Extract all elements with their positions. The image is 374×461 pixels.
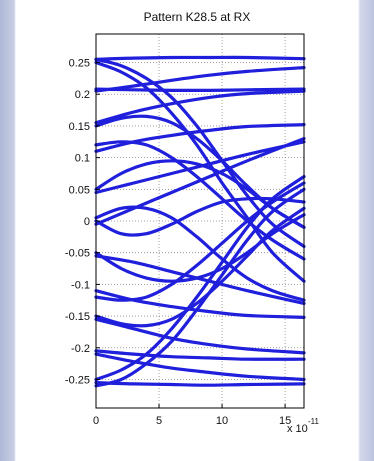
series-line-2	[94, 66, 306, 93]
series-line-4	[94, 57, 306, 248]
series-line-12	[94, 137, 306, 226]
x-tick-label: 15	[279, 415, 291, 427]
y-tick-label: -0.15	[65, 311, 90, 323]
y-tick-label: 0	[84, 216, 90, 228]
series-line-22	[94, 317, 306, 355]
y-tick-label: -0.25	[65, 374, 90, 386]
y-tick-label: 0.25	[69, 58, 90, 70]
x-tick-label: 10	[216, 415, 228, 427]
y-tick-label: 0.1	[75, 153, 90, 165]
chart-title: Pattern K28.5 at RX	[144, 10, 251, 24]
series-line-20	[94, 175, 306, 382]
axis-ticks: 0 5 10 15 0.25 0.2 0.15 0.1 0.05 0 -0.05 -0.1 -0.15 -…	[65, 58, 291, 427]
series-line-23	[94, 349, 306, 361]
x-multiplier-exponent: -11	[308, 417, 320, 426]
series-line-21	[94, 187, 306, 388]
series-line-16	[94, 254, 306, 305]
y-tick-label: 0.15	[69, 121, 90, 133]
series-line-3	[94, 87, 306, 93]
series-line-5	[94, 60, 306, 283]
y-tick-label: -0.1	[71, 279, 90, 291]
series-line-25	[94, 381, 306, 387]
series-line-6	[94, 89, 306, 125]
series-line-9	[94, 140, 306, 261]
y-tick-label: -0.05	[65, 248, 90, 260]
y-tick-label: 0.05	[69, 184, 90, 196]
y-tick-label: 0.2	[75, 89, 90, 101]
series-line-11	[94, 140, 306, 195]
y-tick-label: -0.2	[71, 343, 90, 355]
series-line-13	[94, 205, 306, 302]
x-tick-label: 0	[93, 415, 99, 427]
x-tick-label: 5	[156, 415, 162, 427]
series-line-19	[94, 289, 306, 319]
x-multiplier-label: x 10	[287, 423, 308, 435]
series-line-1	[94, 55, 306, 61]
series-line-24	[94, 352, 306, 382]
series-line-14	[94, 196, 306, 237]
series-line-10	[94, 159, 306, 229]
series-line-18	[94, 206, 306, 328]
series-group	[94, 55, 306, 388]
